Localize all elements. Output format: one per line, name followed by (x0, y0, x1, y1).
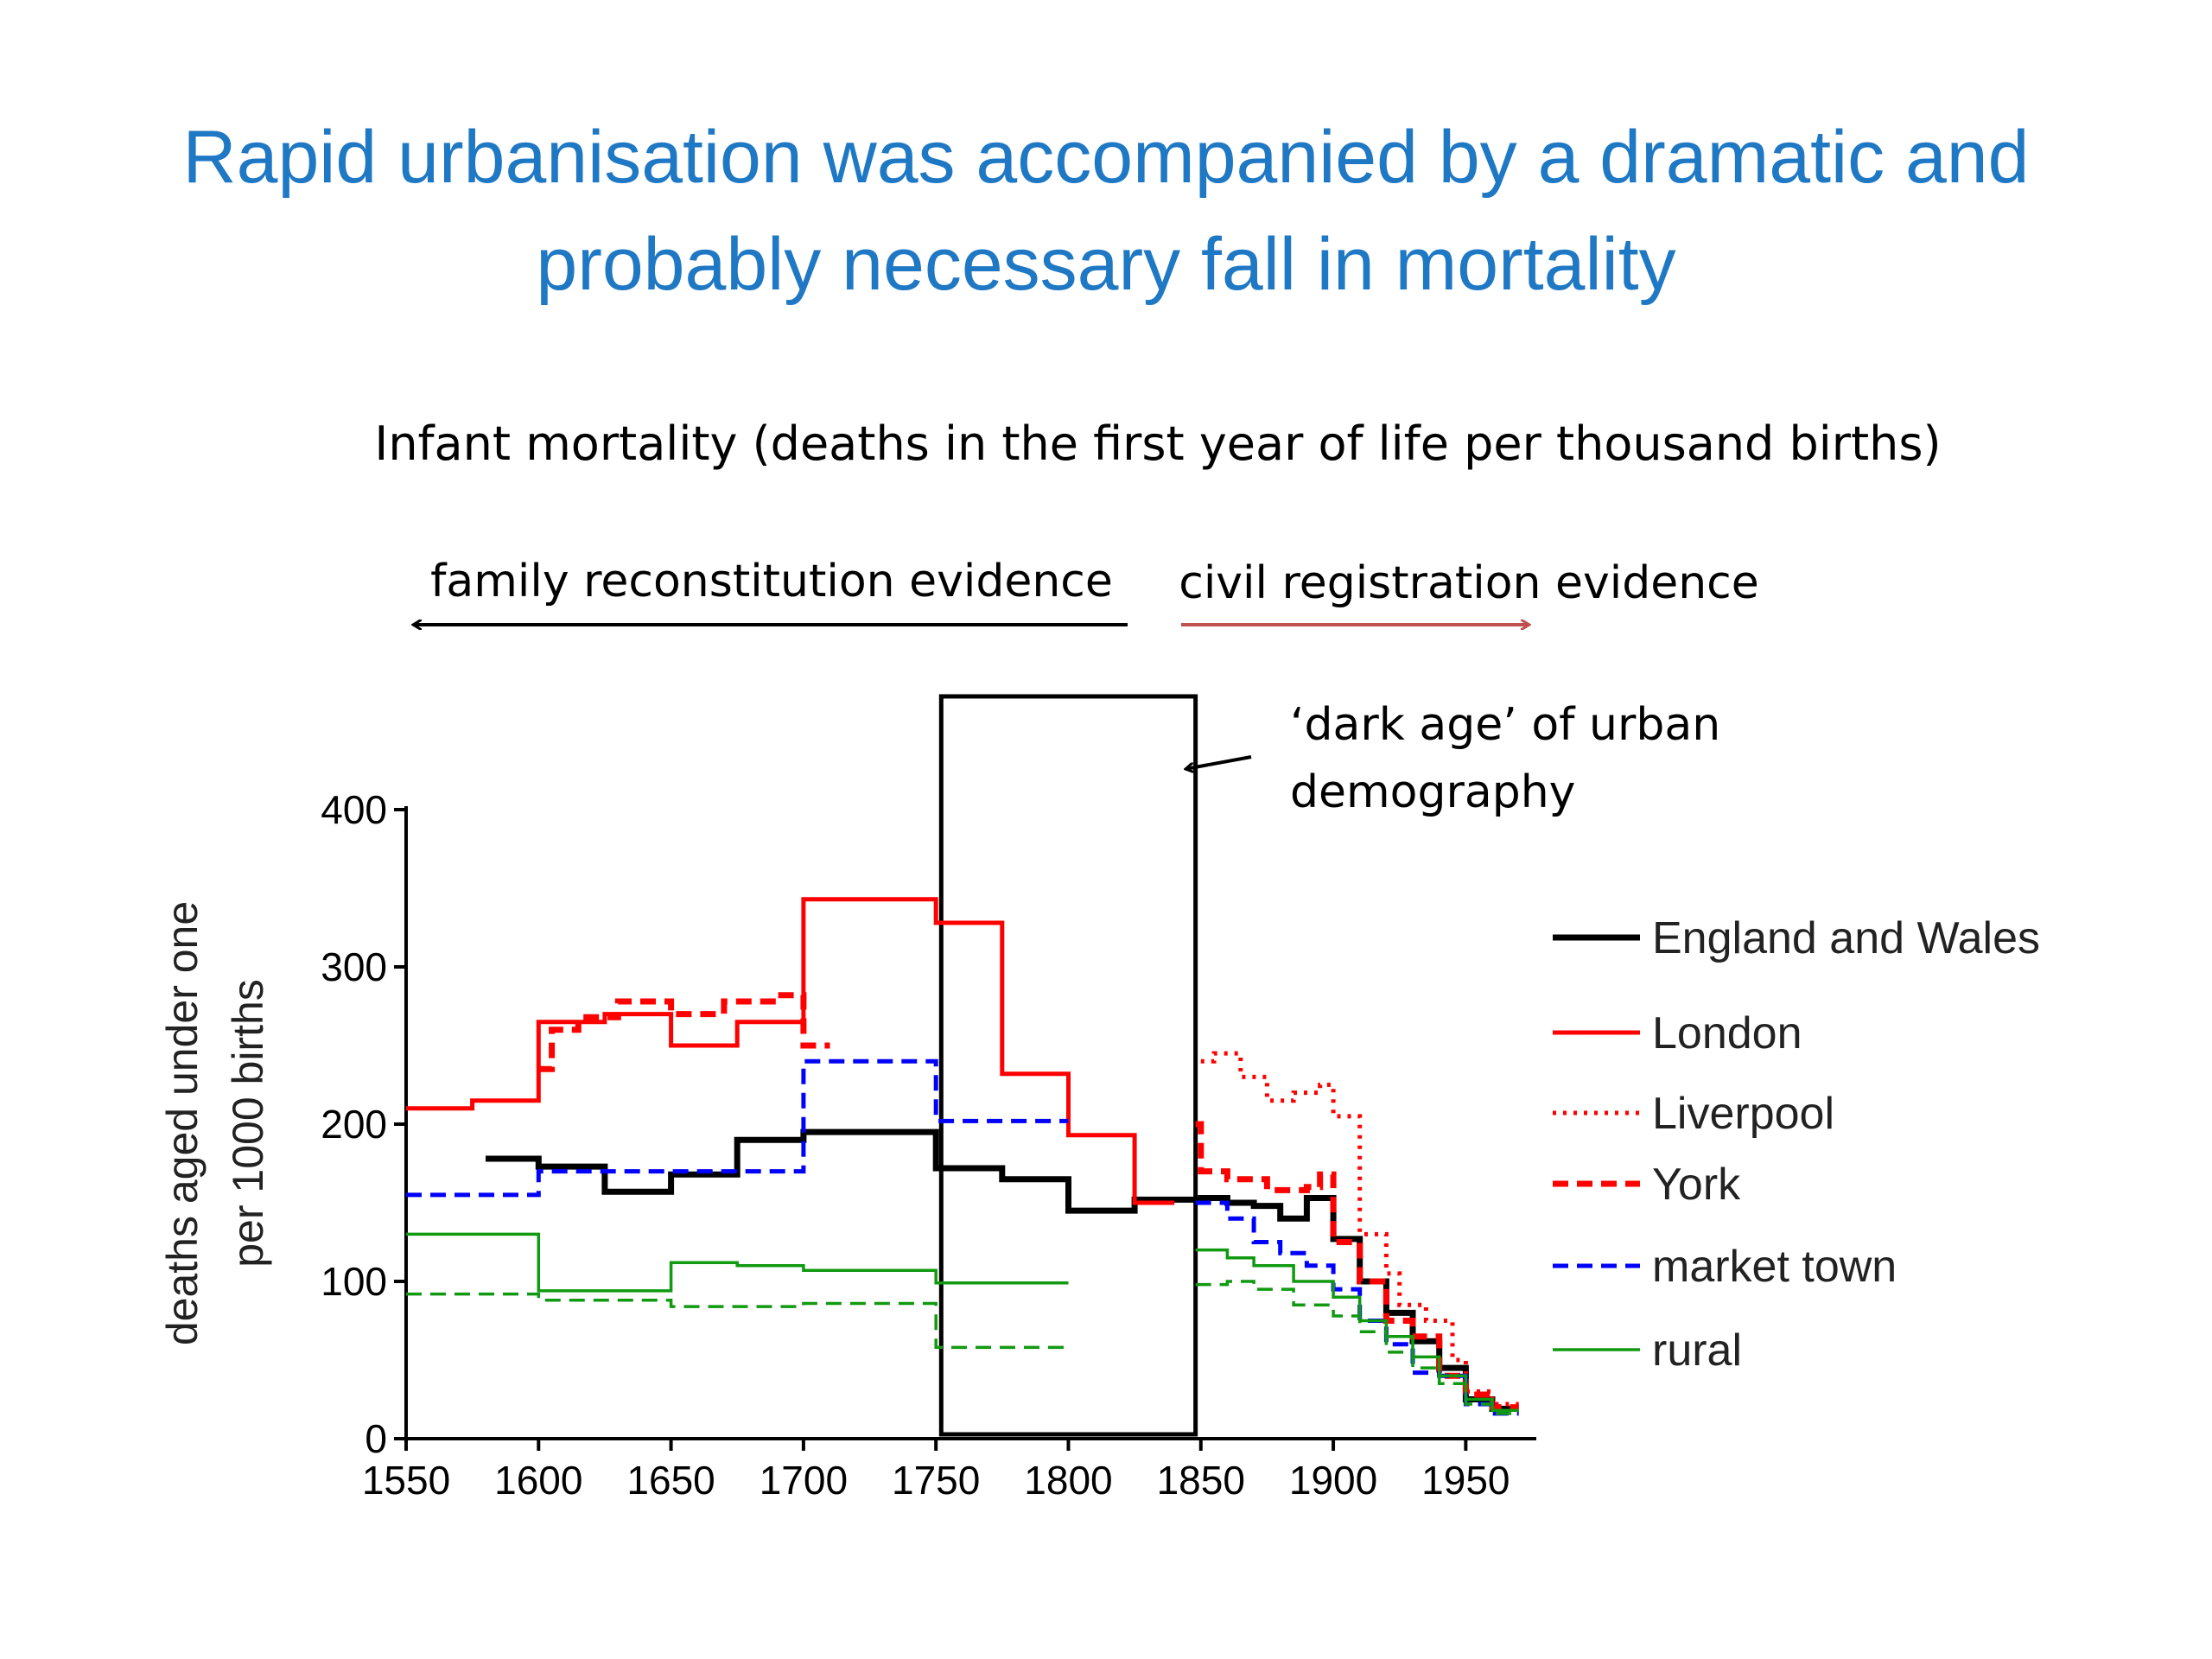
slide-title-line-1: Rapid urbanisation was accompanied by a … (182, 116, 2030, 199)
slide-title-line-2: probably necessary fall in mortality (536, 223, 1676, 306)
chart-axes: 0 100 200 300 400 1550 1600 1650 1700 1750 1800 185… (158, 787, 1536, 1503)
civil-evidence-label: civil registration evidence (1179, 557, 1759, 609)
series-line (486, 1128, 1519, 1412)
series-layer (406, 897, 1519, 1416)
family-evidence-label: family reconstitution evidence (430, 556, 1113, 607)
legend-label: England and Wales (1652, 913, 2040, 963)
series-line (1200, 1051, 1519, 1407)
series-line (406, 897, 1175, 1205)
y-tick-label: 300 (321, 944, 387, 989)
series-york (538, 992, 1519, 1411)
series-rural-dashed (406, 1280, 1519, 1415)
x-tick-label: 1700 (760, 1458, 848, 1503)
dark-age-label-line-2: demography (1290, 766, 1575, 818)
series-line (406, 1058, 1069, 1198)
x-tick-label: 1550 (362, 1458, 450, 1503)
series-line (1195, 1200, 1519, 1416)
series-line (406, 1292, 1069, 1350)
legend: England and Wales London Liverpool York mark… (1553, 913, 2040, 1376)
y-tick-label: 400 (321, 787, 387, 832)
y-tick-label: 100 (321, 1259, 387, 1304)
series-england-and-wales (486, 1128, 1519, 1412)
x-tick-label: 1900 (1289, 1458, 1377, 1503)
x-tick-label: 1850 (1157, 1458, 1245, 1503)
slide-title: Rapid urbanisation was accompanied by a … (69, 104, 2143, 318)
x-tick-label: 1750 (892, 1458, 980, 1503)
legend-label: rural (1652, 1325, 1742, 1376)
x-tick-label: 1650 (626, 1458, 715, 1503)
series-line (1195, 1248, 1519, 1412)
y-tick-label: 0 (365, 1416, 387, 1461)
legend-label: market town (1652, 1242, 1897, 1292)
series-line (538, 992, 830, 1072)
series-liverpool (1200, 1051, 1519, 1407)
series-london (406, 897, 1175, 1205)
y-axis-label-line-1: deaths aged under one (158, 901, 207, 1345)
y-axis-label-line-2: per 1000 births (224, 979, 272, 1268)
x-tick-label: 1800 (1024, 1458, 1112, 1503)
series-line (406, 1232, 1069, 1293)
series-line (1195, 1280, 1519, 1415)
chart-subtitle: Infant mortality (deaths in the first ye… (374, 416, 1941, 471)
legend-label: London (1652, 1008, 1802, 1058)
y-tick-label: 200 (321, 1102, 387, 1147)
dark-age-box (938, 694, 1198, 1437)
series-rural (406, 1232, 1519, 1412)
x-tick-label: 1950 (1421, 1458, 1510, 1503)
series-line (1195, 1121, 1519, 1411)
legend-label: York (1652, 1160, 1741, 1210)
legend-label: Liverpool (1652, 1089, 1834, 1139)
dark-age-label-line-1: ‘dark age’ of urban (1290, 699, 1720, 751)
x-tick-label: 1600 (494, 1458, 582, 1503)
